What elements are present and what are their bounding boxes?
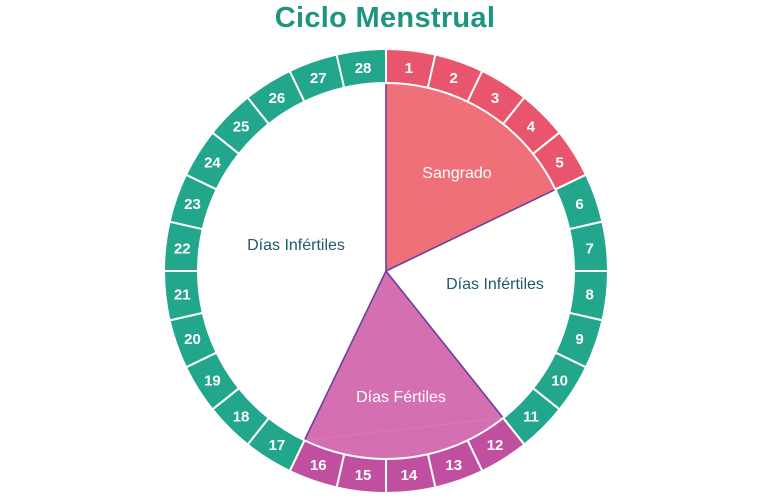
day-number-18: 18 [233,408,250,425]
divider-fertile-end [303,270,387,441]
sector-fertile-arc [304,417,504,459]
page-title: Ciclo Menstrual [274,2,496,34]
day-number-24: 24 [204,154,221,171]
day-ring: 1234567891011121314151617181920212223242… [162,47,610,495]
day-number-11: 11 [523,408,539,425]
day-number-27: 27 [310,70,327,87]
day-number-25: 25 [233,119,250,136]
day-number-19: 19 [204,373,221,390]
day-number-1: 1 [405,60,413,77]
sector-label-infertile-before: Días Infértiles [247,237,345,254]
day-number-21: 21 [174,286,191,303]
sector-sangrado [386,83,556,271]
divider-bleeding-end [385,188,556,272]
day-number-26: 26 [269,90,286,107]
sector-label-infertile-after: Días Infértiles [446,276,544,293]
day-number-28: 28 [355,60,372,77]
day-number-6: 6 [575,196,583,213]
day-number-22: 22 [174,241,191,258]
day-number-13: 13 [445,457,462,474]
day-number-5: 5 [555,154,563,171]
day-number-20: 20 [184,331,201,348]
phase-labels: Sangrado Días Infértiles Días Fértiles D… [247,165,544,406]
phase-sectors [197,83,574,459]
sector-label-fertile: Días Fértiles [356,389,446,406]
day-number-4: 4 [527,119,536,136]
day-number-8: 8 [586,286,594,303]
day-number-12: 12 [487,437,504,454]
day-number-9: 9 [575,331,583,348]
day-number-7: 7 [586,241,594,258]
day-number-2: 2 [450,70,458,87]
divider-fertile-start [385,270,504,419]
sector-fertile [304,271,504,441]
day-number-17: 17 [269,437,286,454]
day-number-23: 23 [184,196,201,213]
day-segment-28 [335,47,387,89]
day-number-16: 16 [310,457,327,474]
sector-label-sangrado: Sangrado [422,165,491,182]
day-number-10: 10 [551,373,568,390]
day-number-3: 3 [491,90,499,107]
day-number-14: 14 [401,467,418,484]
day-number-15: 15 [355,467,372,484]
